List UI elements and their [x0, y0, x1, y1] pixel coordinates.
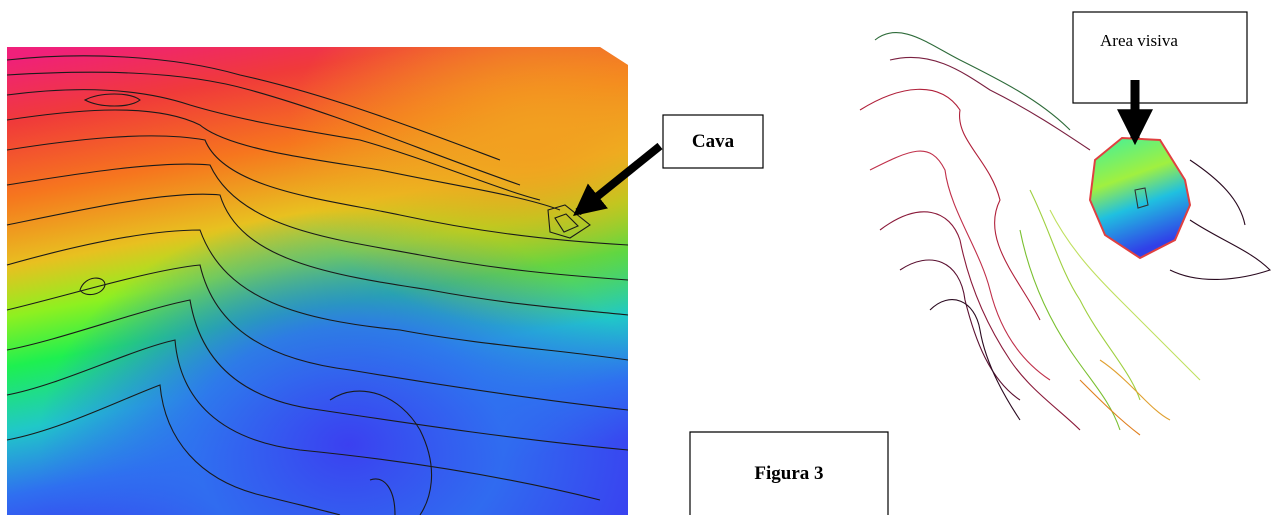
- area-visiva-label: Area visiva: [1100, 31, 1178, 50]
- label-box: [1073, 12, 1247, 103]
- page: Cava Area visiva Figura 3 (() => { const…: [0, 0, 1287, 515]
- visible-area: [1090, 138, 1190, 258]
- terrain-map: [7, 47, 628, 515]
- figure: Cava Area visiva Figura 3: [0, 0, 1287, 515]
- figure-caption: Figura 3: [754, 463, 823, 484]
- cava-label: Cava: [692, 131, 735, 152]
